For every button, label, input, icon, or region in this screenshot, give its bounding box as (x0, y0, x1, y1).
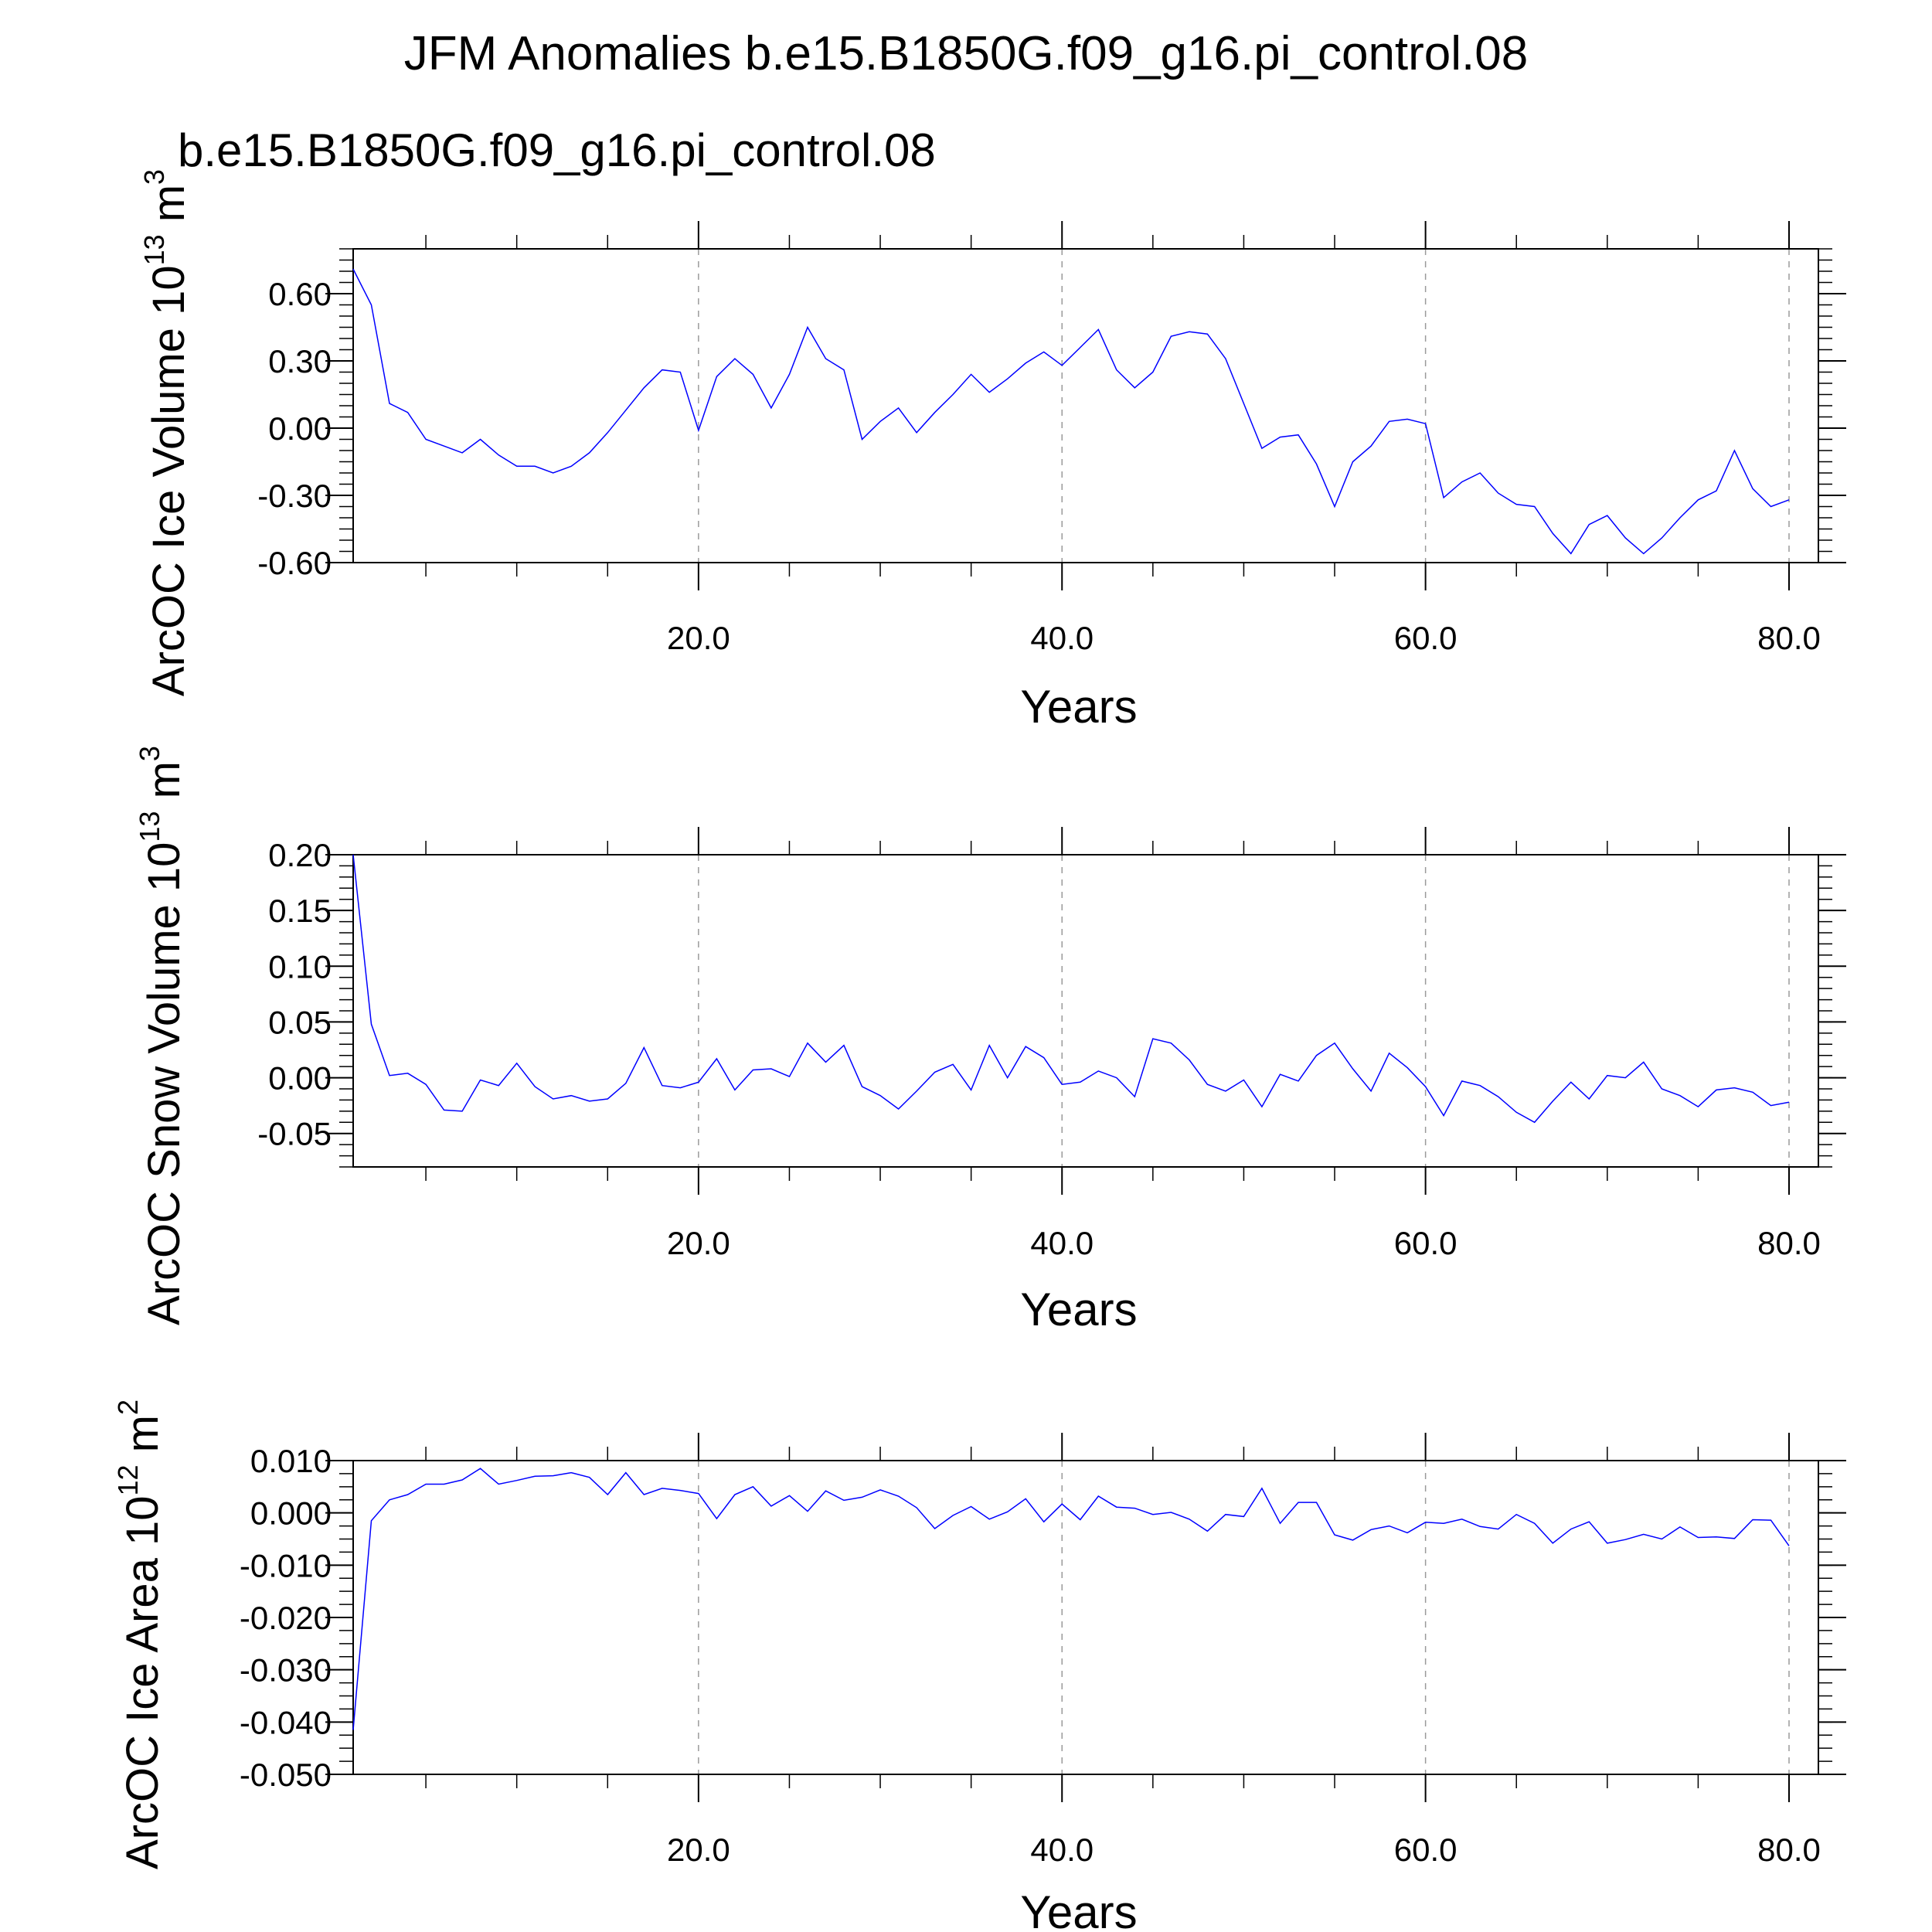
x-tick-label: 40.0 (1030, 1225, 1094, 1261)
y-axis-label: ArcOC Ice Area 1012 m2 (112, 1400, 168, 1869)
y-axis-label: ArcOC Snow Volume 1013 m3 (134, 746, 189, 1325)
x-tick-label: 20.0 (667, 620, 730, 656)
x-tick-label: 80.0 (1757, 620, 1821, 656)
y-tick-label: 0.05 (268, 1004, 332, 1040)
x-axis-label: Years (1020, 1886, 1137, 1932)
y-tick-label: -0.050 (240, 1757, 332, 1793)
case-name-subtitle: b.e15.B1850G.f09_g16.pi_control.08 (178, 124, 936, 176)
y-label-text: ArcOC Snow Volume 10 (139, 842, 189, 1325)
y-tick-label: 0.10 (268, 948, 332, 985)
data-series-line (352, 854, 1790, 1124)
y-label-exponent: 13 (138, 234, 170, 265)
y-tick-label: 0.00 (268, 410, 332, 447)
snow-volume-panel: 20.0 40.0 60.0 80.0 -0.05 0.00 0.05 0.10 0.15 0.2… (134, 746, 1846, 1335)
y-tick-label: 0.20 (268, 837, 332, 873)
y-label-text: ArcOC Ice Area 10 (117, 1495, 168, 1869)
plot-frame (352, 248, 1819, 563)
x-tick-label: 60.0 (1394, 1225, 1458, 1261)
ice-area-panel: 20.0 40.0 60.0 80.0 -0.050 -0.040 -0.030 -0.020… (112, 1400, 1846, 1932)
y-tick-label: 0.60 (268, 276, 332, 312)
x-axis-label: Years (1020, 1284, 1137, 1335)
y-label-exponent: 2 (112, 1400, 144, 1415)
y-label-exponent: 3 (138, 169, 170, 185)
plot-frame (352, 1460, 1819, 1775)
y-label-text: m (139, 761, 189, 811)
y-tick-label: -0.020 (240, 1600, 332, 1636)
figure-title: JFM Anomalies b.e15.B1850G.f09_g16.pi_co… (404, 27, 1529, 80)
x-tick-label: 20.0 (667, 1225, 730, 1261)
y-tick-label: 0.30 (268, 343, 332, 379)
x-tick-label: 80.0 (1757, 1832, 1821, 1868)
y-axis-label: ArcOC Ice Volume 1013 m3 (138, 169, 194, 696)
y-tick-label: -0.040 (240, 1704, 332, 1740)
y-label-text: m (117, 1415, 168, 1464)
x-tick-label: 60.0 (1394, 1832, 1458, 1868)
x-axis-label: Years (1020, 681, 1137, 733)
y-tick-label: 0.15 (268, 893, 332, 929)
y-tick-label: -0.60 (257, 545, 332, 581)
y-tick-label: 0.010 (250, 1443, 332, 1479)
y-label-exponent: 12 (112, 1464, 144, 1495)
y-tick-label: -0.030 (240, 1652, 332, 1689)
x-tick-label: 80.0 (1757, 1225, 1821, 1261)
y-tick-label: 0.000 (250, 1495, 332, 1532)
x-tick-label: 40.0 (1030, 1832, 1094, 1868)
y-label-exponent: 3 (134, 746, 165, 761)
x-tick-label: 20.0 (667, 1832, 730, 1868)
data-series-line (352, 268, 1790, 555)
y-label-text: ArcOC Ice Volume 10 (144, 265, 194, 696)
y-tick-label: -0.30 (257, 478, 332, 514)
x-tick-label: 60.0 (1394, 620, 1458, 656)
ice-volume-panel: 20.0 40.0 60.0 80.0 -0.60 -0.30 0.00 0.30 0.60 Ye… (138, 169, 1846, 733)
y-label-exponent: 13 (134, 811, 165, 842)
y-label-text: m (144, 185, 194, 234)
data-series-line (352, 1468, 1790, 1730)
y-tick-label: -0.010 (240, 1547, 332, 1583)
y-tick-label: -0.05 (257, 1116, 332, 1152)
x-tick-label: 40.0 (1030, 620, 1094, 656)
y-tick-label: 0.00 (268, 1060, 332, 1097)
plot-frame (352, 854, 1819, 1168)
